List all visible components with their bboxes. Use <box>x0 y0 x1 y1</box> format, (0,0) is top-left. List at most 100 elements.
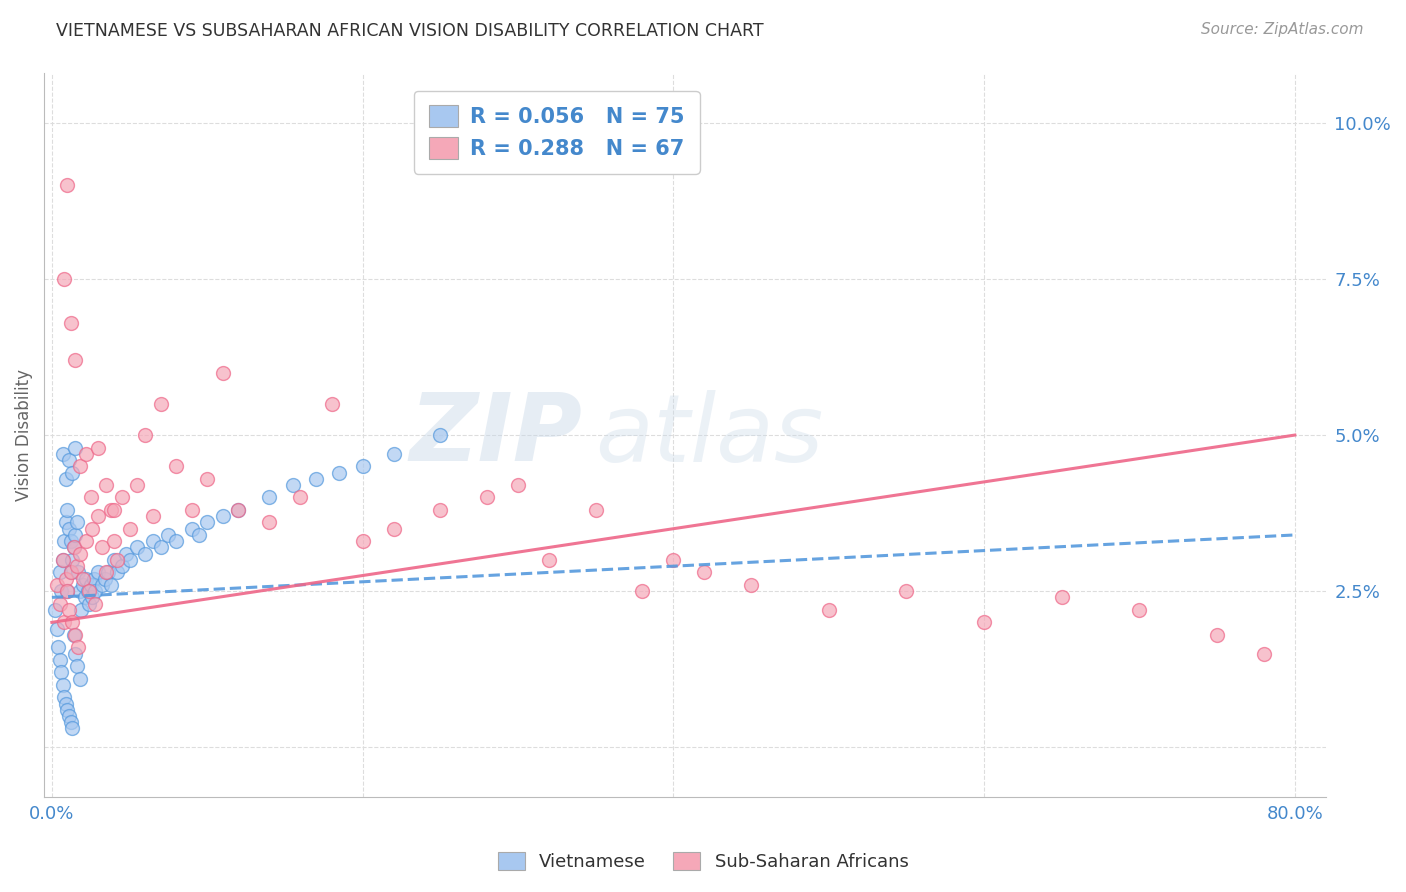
Point <box>506 478 529 492</box>
Point <box>72 578 94 592</box>
Point <box>195 516 218 530</box>
Point <box>228 503 250 517</box>
Point <box>281 478 304 492</box>
Point <box>55 472 77 486</box>
Point <box>66 559 89 574</box>
Point <box>321 397 343 411</box>
Point <box>58 709 80 723</box>
Point <box>59 534 82 549</box>
Point <box>45 622 67 636</box>
Point <box>328 466 350 480</box>
Point <box>59 566 82 580</box>
Point <box>96 566 118 580</box>
Point <box>67 566 90 580</box>
Text: atlas: atlas <box>595 390 824 481</box>
Point <box>60 615 83 630</box>
Point <box>1206 628 1229 642</box>
Point <box>103 503 125 517</box>
Point <box>75 534 97 549</box>
Point <box>67 640 90 655</box>
Point <box>105 553 128 567</box>
Point <box>195 472 218 486</box>
Point <box>740 578 762 592</box>
Point <box>180 522 202 536</box>
Point <box>211 366 233 380</box>
Legend: R = 0.056   N = 75, R = 0.288   N = 67: R = 0.056 N = 75, R = 0.288 N = 67 <box>415 91 700 174</box>
Point <box>46 640 69 655</box>
Point <box>475 491 498 505</box>
Point <box>69 672 91 686</box>
Point <box>429 428 451 442</box>
Point <box>87 566 110 580</box>
Point <box>83 572 105 586</box>
Point <box>63 628 86 642</box>
Point <box>211 509 233 524</box>
Point <box>87 509 110 524</box>
Point <box>382 522 405 536</box>
Point <box>90 578 112 592</box>
Point <box>103 553 125 567</box>
Point <box>973 615 995 630</box>
Point <box>63 353 86 368</box>
Point <box>429 503 451 517</box>
Point <box>45 578 67 592</box>
Point <box>149 397 172 411</box>
Point <box>60 466 83 480</box>
Point <box>75 447 97 461</box>
Point <box>63 647 86 661</box>
Point <box>52 553 75 567</box>
Point <box>82 522 104 536</box>
Point <box>259 516 281 530</box>
Point <box>62 541 84 555</box>
Point <box>59 566 82 580</box>
Point <box>69 584 91 599</box>
Point <box>56 584 79 599</box>
Point <box>56 503 79 517</box>
Point <box>149 541 172 555</box>
Point <box>817 603 839 617</box>
Point <box>58 603 80 617</box>
Point <box>111 559 134 574</box>
Point <box>56 584 79 599</box>
Point <box>118 553 141 567</box>
Point <box>52 553 75 567</box>
Point <box>105 566 128 580</box>
Point <box>111 491 134 505</box>
Point <box>53 534 76 549</box>
Point <box>100 503 122 517</box>
Point <box>1128 603 1150 617</box>
Point <box>82 591 104 605</box>
Point <box>662 553 685 567</box>
Point <box>53 615 76 630</box>
Point <box>693 566 716 580</box>
Point <box>58 522 80 536</box>
Point <box>51 665 73 680</box>
Point <box>352 459 374 474</box>
Point <box>896 584 918 599</box>
Point <box>66 659 89 673</box>
Point <box>60 553 83 567</box>
Point <box>59 316 82 330</box>
Point <box>142 509 165 524</box>
Point <box>55 516 77 530</box>
Text: VIETNAMESE VS SUBSAHARAN AFRICAN VISION DISABILITY CORRELATION CHART: VIETNAMESE VS SUBSAHARAN AFRICAN VISION … <box>56 22 763 40</box>
Point <box>44 603 66 617</box>
Point <box>77 584 100 599</box>
Point <box>290 491 312 505</box>
Point <box>52 447 75 461</box>
Point <box>80 491 103 505</box>
Point <box>70 603 93 617</box>
Point <box>87 441 110 455</box>
Point <box>51 584 73 599</box>
Point <box>84 584 107 599</box>
Point <box>103 534 125 549</box>
Point <box>96 478 118 492</box>
Point <box>180 503 202 517</box>
Point <box>1253 647 1275 661</box>
Point <box>60 722 83 736</box>
Point <box>69 459 91 474</box>
Point <box>118 522 141 536</box>
Point <box>134 547 156 561</box>
Point <box>84 597 107 611</box>
Point <box>259 491 281 505</box>
